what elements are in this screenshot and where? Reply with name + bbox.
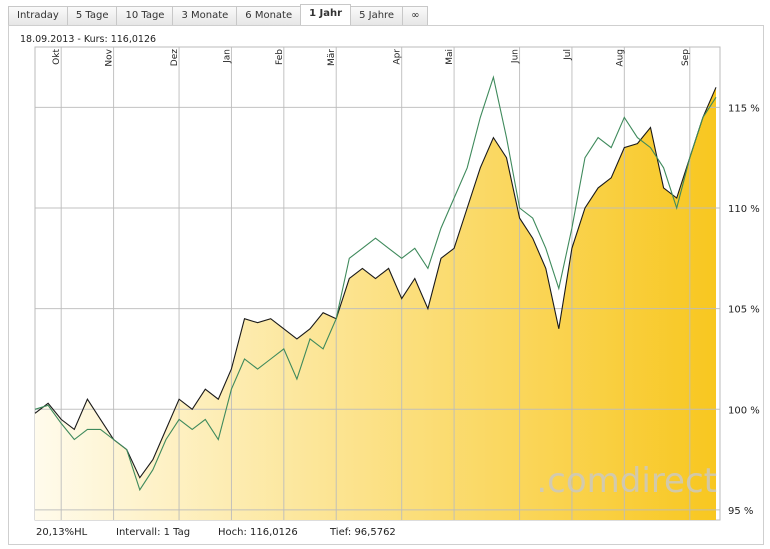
x-tick-label: Mai [445, 49, 455, 65]
footer-stat: Intervall: 1 Tag [116, 527, 190, 538]
watermark: .comdirect [536, 461, 717, 501]
x-tick-label: Nov [105, 48, 115, 66]
footer-stat: Tief: 96,5762 [329, 527, 396, 538]
y-tick-label: 95 % [728, 506, 753, 517]
x-tick-label: Jun [511, 49, 521, 64]
line [34, 75, 717, 492]
header: 18.09.2013 - Kurs: 116,0126 [20, 34, 156, 45]
y-tick-label: 100 % [728, 405, 760, 416]
y-tick-label: 110 % [728, 204, 760, 215]
footer-stat: Hoch: 116,0126 [218, 527, 298, 538]
x-tick-label: Apr [393, 49, 403, 65]
x-tick-label: Jan [222, 49, 232, 64]
x-tick-label: Feb [275, 49, 285, 65]
y-tick-label: 115 % [728, 103, 760, 114]
x-tick-label: Okt [52, 49, 62, 65]
footer-stat: 20,13%HL [36, 527, 88, 538]
x-tick-label: Jul [563, 49, 573, 61]
y-tick-label: 105 % [728, 305, 760, 316]
line [34, 87, 717, 479]
x-tick-label: Dez [170, 49, 180, 66]
chart-frame [8, 25, 764, 545]
x-tick-label: Mär [327, 49, 337, 66]
tab-bar: Intraday 5 Tage 10 Tage 3 Monate 6 Monate 1 J… [8, 4, 429, 25]
x-tick-label: Aug [615, 49, 625, 67]
x-tick-label: Sep [681, 49, 691, 66]
tab[interactable]: ∞ [402, 6, 429, 25]
area [35, 87, 716, 521]
